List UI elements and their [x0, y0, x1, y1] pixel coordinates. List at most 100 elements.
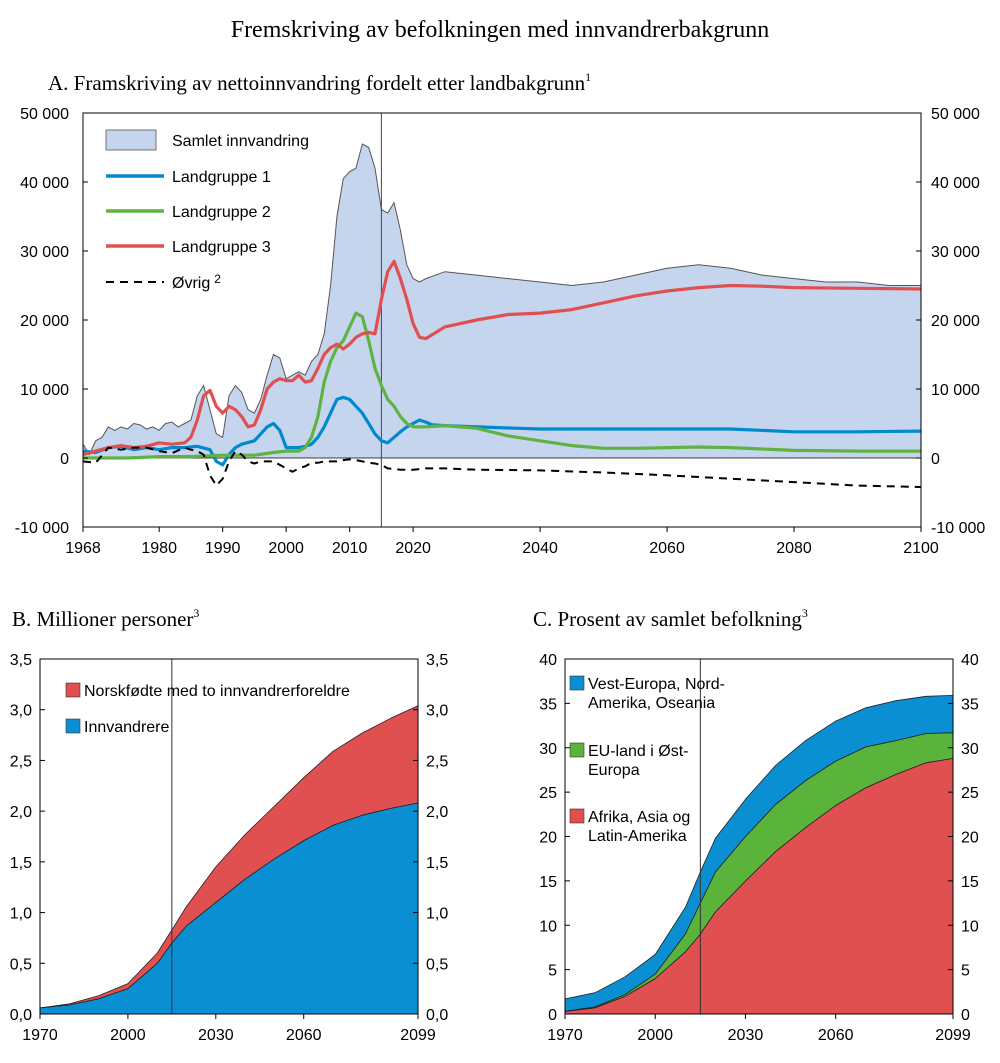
panel-a: A. Framskriving av nettoinnvandring ford… — [15, 70, 986, 557]
ovrig-line — [82, 446, 922, 488]
y-tick-label-right: 35 — [961, 696, 979, 713]
y-tick-label-left: 35 — [539, 696, 557, 713]
legend-label-innvandrere: Innvandrere — [84, 719, 169, 736]
legend-swatch-afrika-asia — [569, 808, 585, 824]
y-tick-label-left: 20 — [539, 830, 557, 847]
y-tick-label-right: 40 — [961, 652, 979, 669]
panel-a-title-footnote: 1 — [585, 70, 591, 84]
x-tick-label: 2080 — [776, 540, 812, 557]
panel-b-title: B. Millioner personer3 — [12, 606, 199, 631]
legend-label-landgruppe-1: Landgruppe 1 — [172, 169, 271, 186]
x-tick-label: 1980 — [141, 540, 177, 557]
y-tick-label-left: 15 — [539, 874, 557, 891]
x-tick-label: 2099 — [400, 1027, 436, 1044]
x-tick-label: 2060 — [649, 540, 685, 557]
legend-label-eu-land: EU-land i Øst-Europa — [588, 743, 688, 779]
y-tick-label-left: -10 000 — [15, 520, 69, 537]
y-tick-label-right: 25 — [961, 785, 979, 802]
x-tick-label: 1968 — [65, 540, 101, 557]
x-tick-label: 2100 — [903, 540, 939, 557]
y-tick-label-right: 20 — [961, 830, 979, 847]
samlet-innvandring-area — [83, 144, 921, 459]
y-tick-label-right: 10 — [961, 918, 979, 935]
panel-b-innvandrere-area — [39, 802, 419, 1015]
legend-label-landgruppe-3: Landgruppe 3 — [172, 239, 271, 256]
y-tick-label-left: 40 000 — [20, 175, 69, 192]
x-tick-label: 2060 — [818, 1027, 854, 1044]
legend-label-ovrig: Øvrig 2 — [172, 272, 221, 292]
panel-b-title-footnote: 3 — [193, 606, 199, 620]
y-tick-label-left: 2,5 — [10, 753, 32, 770]
panel-a-plot: -10 000 -10 000 0 0 10 000 10 000 20 000 20 000… — [15, 106, 986, 557]
x-tick-label: 2000 — [110, 1027, 146, 1044]
y-tick-label-right: -10 000 — [931, 520, 985, 537]
y-tick-label-right: 1,5 — [426, 855, 448, 872]
panel-c-title: C. Prosent av samlet befolkning3 — [533, 606, 808, 631]
y-tick-label-left: 20 000 — [20, 313, 69, 330]
y-tick-label-left: 10 — [539, 918, 557, 935]
y-tick-label-right: 50 000 — [931, 106, 980, 123]
panel-b: B. Millioner personer3 0,0 0,0 0,5 0,5 1,0 1,… — [10, 606, 449, 1044]
y-tick-label-left: 30 — [539, 741, 557, 758]
y-tick-label-right: 30 — [961, 741, 979, 758]
y-tick-label-left: 3,5 — [10, 652, 32, 669]
y-tick-label-left: 0 — [548, 1007, 557, 1024]
y-tick-label-right: 0,0 — [426, 1007, 448, 1024]
y-tick-label-right: 2,0 — [426, 804, 448, 821]
x-tick-label: 2010 — [332, 540, 368, 557]
y-tick-label-right: 3,5 — [426, 652, 448, 669]
panel-a-legend: Samlet innvandring Landgruppe 1 Landgrup… — [105, 129, 309, 292]
y-tick-label-right: 20 000 — [931, 313, 980, 330]
y-tick-label-left: 0 — [60, 451, 69, 468]
panel-b-plot: 0,0 0,0 0,5 0,5 1,0 1,0 1,5 1,5 2,0 2,0 2,5 2,5 3,0 3… — [10, 652, 449, 1044]
y-tick-label-right: 0,5 — [426, 956, 448, 973]
legend-label-samlet-innvandring: Samlet innvandring — [172, 133, 309, 150]
y-tick-label-right: 30 000 — [931, 244, 980, 261]
y-tick-label-left: 10 000 — [20, 382, 69, 399]
x-tick-label: 2000 — [637, 1027, 673, 1044]
legend-swatch-eu-land — [569, 742, 585, 758]
legend-label-norskfodte: Norskfødte med to innvandrerforeldre — [84, 683, 350, 700]
y-tick-label-right: 10 000 — [931, 382, 980, 399]
x-tick-label: 2060 — [286, 1027, 322, 1044]
x-tick-label: 2040 — [522, 540, 558, 557]
legend-label-vest-europa: Vest-Europa, Nord-Amerika, Oseania — [588, 676, 725, 712]
y-tick-label-left: 1,5 — [10, 855, 32, 872]
legend-label-landgruppe-2: Landgruppe 2 — [172, 204, 271, 221]
y-tick-label-left: 0,5 — [10, 956, 32, 973]
y-tick-label-left: 2,0 — [10, 804, 32, 821]
legend-ovrig-footnote: 2 — [214, 272, 221, 286]
x-tick-label: 2000 — [268, 540, 304, 557]
y-tick-label-right: 3,0 — [426, 703, 448, 720]
y-tick-label-left: 5 — [548, 963, 557, 980]
panel-a-title: A. Framskriving av nettoinnvandring ford… — [48, 70, 591, 95]
landgruppe-2-line — [83, 311, 921, 460]
panel-c-legend: Vest-Europa, Nord-Amerika, Oseania EU-la… — [569, 675, 725, 845]
y-tick-label-left: 30 000 — [20, 244, 69, 261]
x-tick-label: 1970 — [547, 1027, 583, 1044]
legend-swatch-norskfodte — [65, 682, 81, 698]
y-tick-label-right: 0 — [961, 1007, 970, 1024]
panel-b-frame — [39, 658, 419, 1015]
y-tick-label-right: 40 000 — [931, 175, 980, 192]
y-tick-label-right: 15 — [961, 874, 979, 891]
x-tick-label: 2030 — [198, 1027, 234, 1044]
panel-c: C. Prosent av samlet befolkning3 0 0 5 5 10 1… — [533, 606, 979, 1044]
y-tick-label-right: 2,5 — [426, 753, 448, 770]
x-tick-label: 2030 — [728, 1027, 764, 1044]
x-tick-label: 1970 — [22, 1027, 58, 1044]
panel-c-title-footnote: 3 — [802, 606, 808, 620]
y-tick-label-left: 0,0 — [10, 1007, 32, 1024]
y-tick-label-right: 5 — [961, 963, 970, 980]
figure-title: Fremskriving av befolkningen med innvand… — [231, 17, 770, 43]
x-tick-label: 1990 — [205, 540, 241, 557]
legend-label-afrika-asia: Afrika, Asia og Latin-Amerika — [588, 809, 690, 845]
y-tick-label-right: 0 — [931, 451, 940, 468]
panel-c-plot: 0 0 5 5 10 10 15 15 20 20 25 25 30 30 35 35 40 40 1970 2000… — [539, 652, 979, 1044]
x-tick-label: 2020 — [395, 540, 431, 557]
samlet-innvandring-outline — [82, 143, 921, 456]
legend-swatch-vest-europa — [569, 675, 585, 691]
legend-swatch-innvandrere — [65, 718, 81, 734]
x-tick-label: 2099 — [935, 1027, 971, 1044]
